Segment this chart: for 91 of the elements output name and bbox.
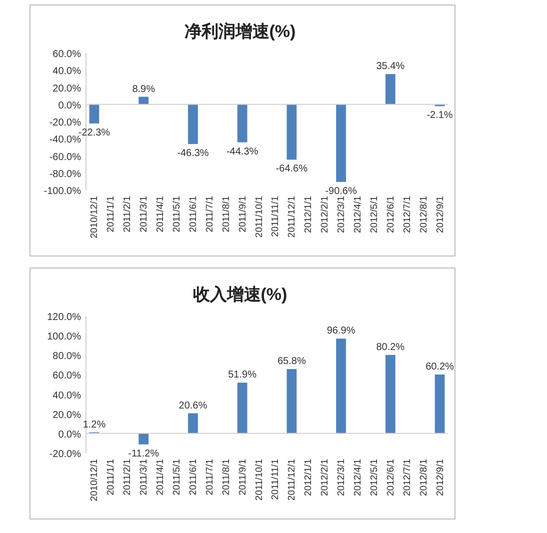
x-tick-label: 2011/12/1 — [286, 196, 298, 238]
x-tick-label: 2011/11/1 — [270, 459, 282, 500]
y-tick-label: 60.0% — [52, 49, 82, 60]
data-label: -46.3% — [177, 148, 209, 160]
x-tick-label: 2012/1/1 — [303, 459, 314, 496]
data-label: -2.1% — [426, 110, 453, 122]
x-tick-label: 2011/7/1 — [204, 196, 216, 232]
bar — [237, 104, 248, 142]
x-tick-label: 2011/2/1 — [122, 459, 134, 496]
bar — [188, 413, 198, 434]
bar — [286, 104, 297, 160]
data-label: 80.2% — [376, 342, 405, 353]
x-tick-label: 2010/12/1 — [89, 196, 100, 238]
x-tick-label: 2010/12/1 — [89, 459, 100, 502]
data-label: 51.9% — [228, 370, 257, 381]
x-tick-label: 2011/8/1 — [220, 459, 232, 496]
x-tick-label: 2011/10/1 — [254, 459, 265, 501]
y-tick-label: 120.0% — [47, 312, 82, 323]
y-tick-label: 40.0% — [52, 66, 82, 78]
data-label: 65.8% — [278, 356, 306, 368]
bar — [188, 104, 198, 144]
x-tick-label: 2011/12/1 — [286, 459, 298, 501]
data-label: -90.6% — [325, 186, 357, 197]
y-tick-label: 80.0% — [52, 351, 82, 362]
y-tick-label: 100.0% — [47, 332, 82, 343]
y-tick-label: 0.0% — [58, 429, 82, 440]
y-tick-label: -60.0% — [49, 152, 82, 163]
chart-title: 收入增速(%) — [192, 285, 288, 304]
data-label: -11.2% — [128, 448, 160, 460]
x-tick-label: 2012/1/1 — [303, 196, 314, 233]
x-tick-label: 2012/7/1 — [402, 196, 413, 233]
x-tick-label: 2011/10/1 — [254, 196, 265, 238]
data-label: 8.9% — [132, 84, 156, 95]
x-tick-label: 2011/5/1 — [172, 459, 182, 496]
x-tick-label: 2011/2/1 — [122, 196, 134, 232]
data-label: -44.3% — [226, 146, 258, 158]
data-label: 1.2% — [82, 419, 106, 430]
x-tick-label: 2011/3/1 — [138, 459, 150, 496]
y-tick-label: -100.0% — [44, 186, 82, 197]
x-tick-label: 2011/11/1 — [270, 196, 282, 237]
y-tick-label: 20.0% — [52, 83, 82, 94]
x-tick-label: 2012/6/1 — [385, 196, 396, 233]
data-label: -64.6% — [276, 164, 308, 175]
x-tick-label: 2012/3/1 — [336, 459, 348, 496]
x-tick-label: 2011/6/1 — [188, 196, 199, 232]
x-tick-label: 2011/1/1 — [106, 459, 117, 496]
bar — [385, 74, 396, 104]
bar — [385, 354, 396, 434]
x-tick-label: 2012/6/1 — [385, 459, 396, 496]
x-tick-label: 2012/7/1 — [402, 459, 413, 496]
y-tick-label: -80.0% — [49, 168, 82, 180]
bar — [286, 369, 297, 434]
x-tick-label: 2012/3/1 — [336, 196, 348, 233]
x-tick-label: 2011/6/1 — [188, 459, 199, 496]
x-tick-label: 2012/4/1 — [352, 196, 364, 233]
y-tick-label: -20.0% — [49, 118, 82, 128]
x-tick-label: 2012/8/1 — [418, 459, 430, 496]
bar — [138, 96, 149, 104]
bar — [434, 374, 445, 434]
y-tick-label: 40.0% — [52, 390, 82, 402]
x-tick-label: 2012/9/1 — [434, 196, 446, 233]
x-tick-label: 2012/4/1 — [352, 459, 364, 496]
x-tick-label: 2011/9/1 — [237, 459, 248, 496]
x-tick-label: 2012/8/1 — [418, 196, 430, 233]
x-tick-label: 2012/5/1 — [368, 196, 380, 233]
y-tick-label: 0.0% — [58, 100, 82, 112]
x-tick-label: 2011/1/1 — [106, 196, 117, 232]
data-label: 20.6% — [178, 400, 208, 412]
data-label: 60.2% — [426, 362, 454, 373]
data-label: 96.9% — [326, 326, 356, 337]
y-tick-label: -20.0% — [49, 449, 82, 460]
x-tick-label: 2011/3/1 — [138, 196, 150, 232]
y-tick-label: 20.0% — [52, 410, 82, 421]
x-tick-label: 2011/5/1 — [172, 196, 182, 232]
bar — [89, 104, 100, 124]
x-tick-label: 2011/9/1 — [237, 196, 248, 232]
data-label: 35.4% — [376, 61, 405, 72]
x-tick-label: 2011/8/1 — [220, 196, 232, 232]
x-tick-label: 2012/9/1 — [434, 459, 446, 496]
x-tick-label: 2012/2/1 — [320, 196, 331, 233]
bar — [138, 433, 149, 444]
y-tick-label: 60.0% — [52, 370, 82, 382]
x-tick-label: 2011/7/1 — [204, 459, 216, 496]
x-tick-label: 2012/5/1 — [368, 459, 380, 496]
x-tick-label: 2012/2/1 — [320, 459, 331, 496]
x-tick-label: 2011/4/1 — [155, 196, 166, 232]
chart-title: 净利润增速(%) — [184, 22, 296, 41]
bar — [237, 382, 248, 434]
bar — [336, 338, 346, 434]
x-tick-label: 2011/4/1 — [155, 459, 166, 496]
bar — [336, 104, 346, 182]
